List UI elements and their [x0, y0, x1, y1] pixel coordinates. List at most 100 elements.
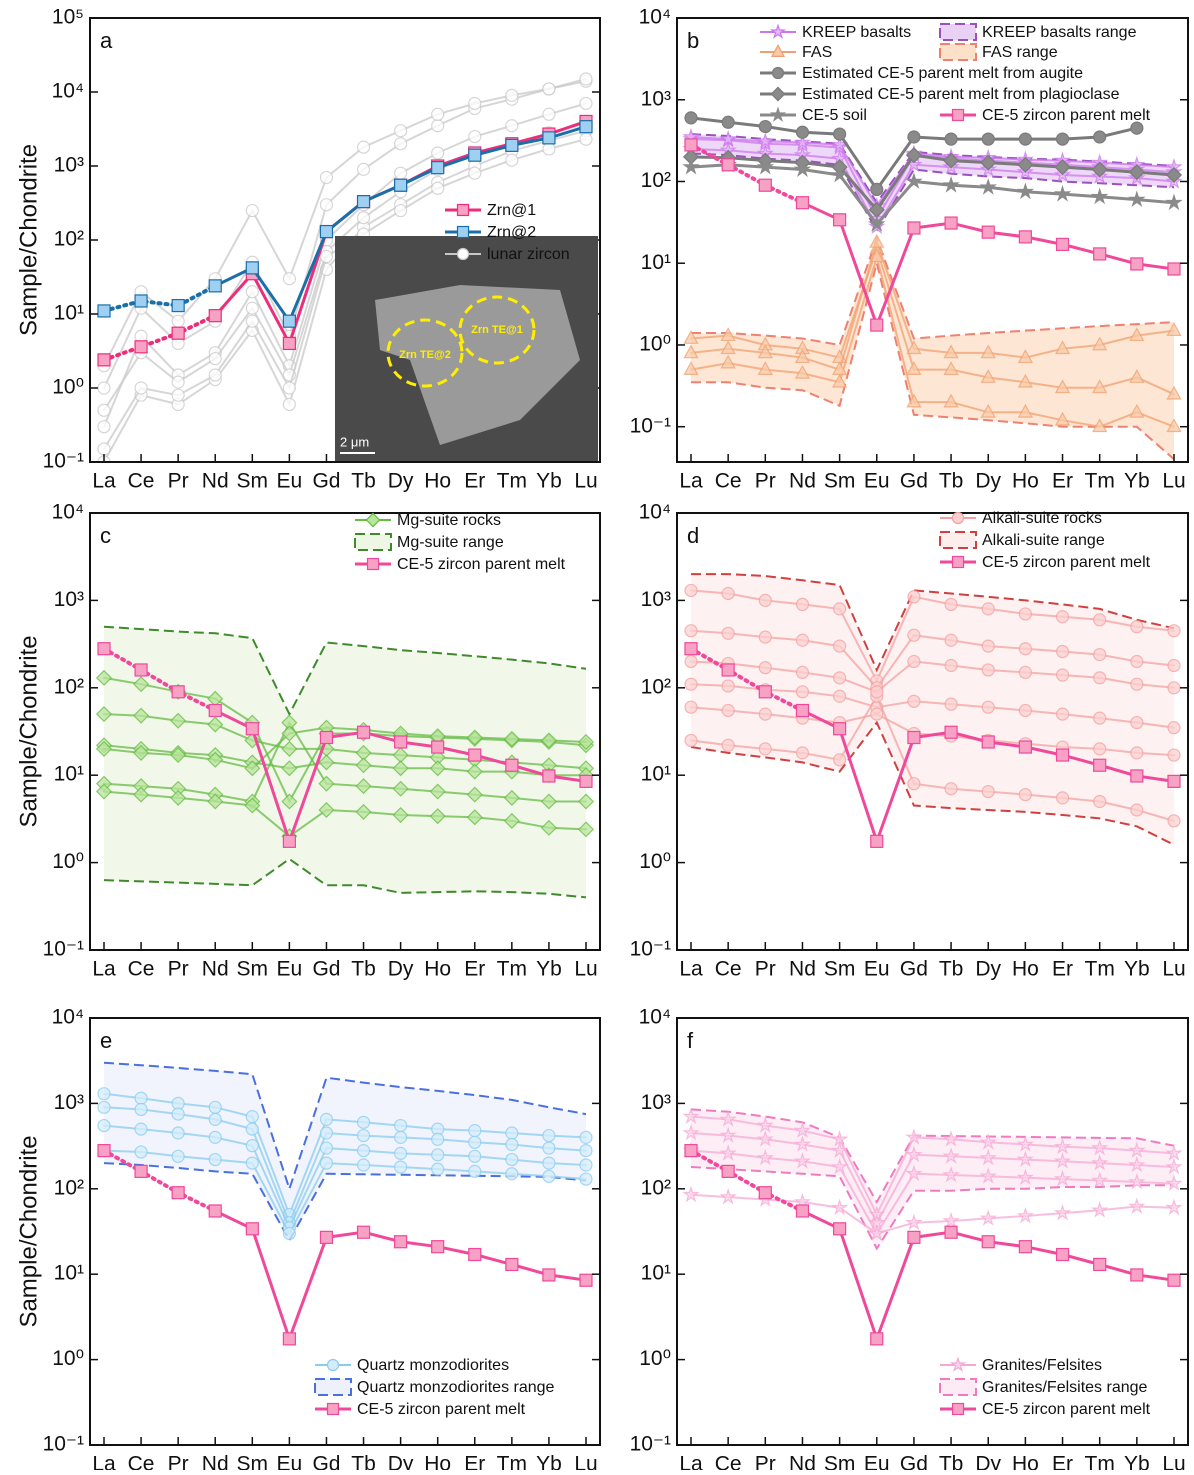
- series-line: [690, 245, 1175, 396]
- plot-area: [97, 72, 593, 462]
- marker: [1167, 262, 1181, 276]
- x-tick-label: Gd: [312, 470, 340, 493]
- series-line: [689, 142, 805, 205]
- marker: [1018, 787, 1032, 802]
- marker: [319, 249, 334, 264]
- x-tick-label: Eu: [864, 1453, 890, 1470]
- marker: [758, 593, 772, 608]
- marker: [830, 1157, 849, 1175]
- series-line: [690, 136, 1175, 208]
- marker: [394, 137, 408, 151]
- marker: [907, 730, 921, 745]
- range-area: [691, 1109, 1174, 1249]
- marker: [1016, 1206, 1035, 1224]
- marker: [466, 729, 483, 746]
- marker: [944, 216, 958, 230]
- marker: [1018, 607, 1032, 621]
- marker: [979, 178, 998, 195]
- marker: [171, 1126, 185, 1140]
- x-tick-label: Pr: [755, 958, 776, 981]
- x-tick-label: Pr: [755, 1453, 776, 1470]
- marker: [951, 108, 965, 122]
- y-tick-label: 10⁰: [52, 850, 84, 873]
- marker: [1165, 1198, 1183, 1216]
- marker: [542, 1141, 556, 1155]
- marker: [503, 812, 520, 829]
- marker: [134, 663, 148, 677]
- x-tick-label: Er: [1052, 470, 1073, 493]
- marker: [1017, 373, 1033, 388]
- marker: [756, 1130, 775, 1147]
- marker: [905, 1145, 923, 1163]
- marker: [1129, 327, 1145, 342]
- x-tick-label: La: [92, 958, 116, 981]
- legend-label: Estimated CE-5 parent melt from augite: [802, 65, 1083, 82]
- marker: [97, 304, 111, 318]
- marker: [1167, 748, 1181, 762]
- marker: [795, 1204, 810, 1218]
- panel-label: c: [100, 523, 111, 548]
- marker: [319, 224, 334, 239]
- x-tick-label: Gd: [900, 470, 928, 493]
- marker: [208, 1130, 222, 1144]
- y-tick-label: 10⁰: [639, 850, 671, 873]
- marker: [944, 633, 958, 647]
- marker: [1128, 1172, 1146, 1190]
- marker: [979, 1148, 998, 1166]
- marker: [431, 1162, 445, 1176]
- marker: [356, 195, 371, 209]
- x-tick-label: Yb: [536, 958, 562, 981]
- x-tick-label: Nd: [789, 958, 816, 981]
- marker: [207, 716, 224, 733]
- marker: [392, 780, 409, 797]
- marker: [134, 1122, 148, 1136]
- marker: [1093, 1257, 1107, 1272]
- marker: [356, 1128, 371, 1143]
- marker: [1055, 237, 1070, 251]
- marker: [833, 722, 847, 736]
- range-edge: [103, 625, 587, 717]
- marker: [1130, 746, 1144, 760]
- y-tick-label: 10²: [54, 1176, 84, 1199]
- legend-item: FAS: [760, 44, 832, 61]
- y-tick-label: 10²: [54, 228, 84, 251]
- marker: [905, 1164, 923, 1182]
- marker: [683, 330, 699, 344]
- marker: [244, 732, 261, 749]
- marker: [795, 196, 810, 210]
- marker: [758, 119, 772, 134]
- marker: [1018, 230, 1032, 244]
- legend-label: Granites/Felsites: [982, 1357, 1102, 1374]
- marker: [870, 1332, 884, 1346]
- marker: [907, 221, 921, 235]
- legend-label: CE-5 zircon parent melt: [397, 556, 566, 573]
- y-tick-label: 10¹: [54, 1262, 84, 1285]
- marker: [542, 1128, 556, 1143]
- marker: [456, 203, 470, 217]
- marker: [505, 1167, 519, 1181]
- marker: [282, 1332, 296, 1346]
- x-tick-label: Eu: [864, 958, 890, 981]
- range-area: [104, 1062, 586, 1241]
- marker: [134, 1145, 148, 1159]
- marker: [429, 783, 446, 800]
- panel-label: f: [687, 1028, 694, 1053]
- y-tick-label: 10³: [641, 1091, 671, 1114]
- marker: [394, 124, 408, 138]
- marker: [1166, 418, 1182, 433]
- marker: [682, 157, 700, 175]
- marker: [905, 1128, 923, 1145]
- marker: [281, 725, 298, 742]
- x-tick-label: La: [679, 958, 703, 981]
- x-tick-label: Eu: [864, 470, 890, 493]
- marker: [719, 1110, 737, 1127]
- marker: [1090, 1201, 1109, 1218]
- marker: [505, 138, 519, 152]
- x-tick-label: Nd: [789, 1453, 816, 1470]
- marker: [981, 663, 995, 677]
- marker: [980, 154, 997, 171]
- x-tick-label: Ce: [715, 470, 742, 493]
- marker: [431, 181, 445, 195]
- marker: [245, 1222, 259, 1236]
- marker: [795, 746, 810, 760]
